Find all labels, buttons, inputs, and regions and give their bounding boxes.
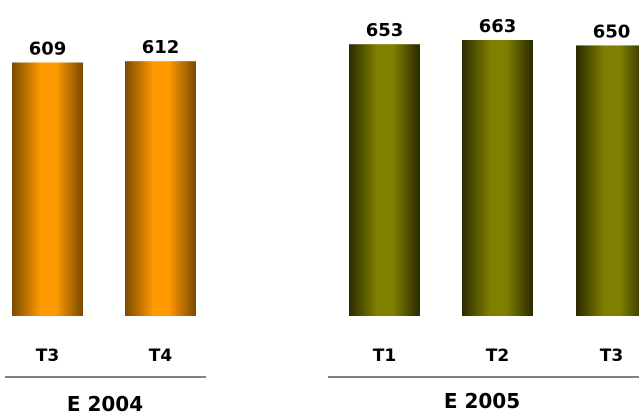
bar-E-2005-T1 (349, 44, 420, 316)
data-label: 612 (142, 37, 180, 58)
bar-E-2004-T4 (125, 61, 196, 317)
chart-marks: 609 T3 612 T4 E 2004 653 T1 663 T2 650 T3 E 2005 (5, 16, 639, 415)
group-label: E 2005 (444, 389, 520, 413)
tick-label: T3 (36, 346, 59, 366)
data-label: 653 (366, 20, 404, 41)
bar-E-2005-T3 (576, 45, 639, 317)
tick-label: T4 (149, 346, 173, 366)
data-label: 663 (479, 16, 517, 37)
data-label: 650 (593, 21, 631, 42)
tick-label: T2 (486, 346, 509, 366)
bar-E-2005-T2 (462, 40, 533, 316)
tick-label: T3 (600, 346, 623, 366)
bar-E-2004-T3 (12, 62, 83, 316)
group-label: E 2004 (67, 392, 143, 415)
data-label: 609 (29, 39, 67, 60)
tick-label: T1 (373, 346, 396, 366)
